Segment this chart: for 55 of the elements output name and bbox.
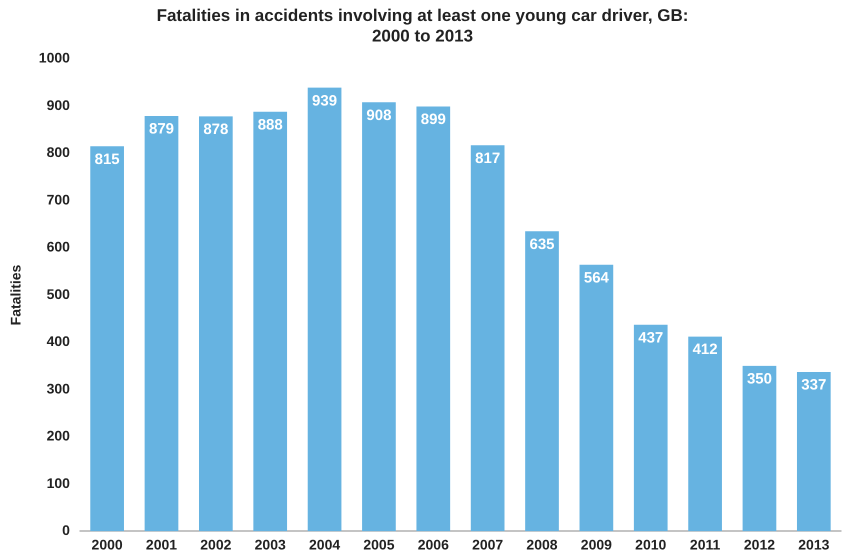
bar [580, 264, 614, 532]
bar [362, 102, 396, 532]
y-tick-label: 1000 [38, 50, 70, 66]
x-tick-label: 2009 [580, 536, 612, 552]
bar [308, 88, 342, 532]
data-label: 350 [746, 370, 772, 388]
bar [525, 231, 559, 532]
x-tick-label: 2006 [418, 536, 450, 552]
x-tick-label: 2003 [254, 536, 286, 552]
x-tick-label: 2002 [200, 536, 232, 552]
x-tick-label: 2013 [798, 536, 830, 552]
x-tick-label: 2000 [92, 536, 123, 552]
data-label: 888 [258, 116, 283, 134]
bar [688, 336, 722, 532]
y-tick-label: 800 [46, 144, 70, 160]
bar [742, 366, 776, 532]
x-tick-label: 2004 [308, 536, 340, 552]
x-tick-label: 2001 [146, 536, 178, 552]
data-label: 337 [801, 376, 826, 394]
y-tick-label: 300 [46, 380, 70, 396]
data-label: 879 [148, 120, 174, 138]
data-label: 437 [638, 329, 664, 346]
x-tick-label: 2008 [526, 536, 558, 552]
bar [796, 372, 831, 532]
bar [90, 146, 124, 532]
x-tick-label: 2010 [635, 536, 667, 552]
bar [470, 145, 505, 532]
data-label: 564 [584, 269, 610, 286]
y-axis-title: Fatalities [7, 264, 24, 326]
data-label: 817 [475, 150, 500, 167]
data-label: 815 [94, 150, 120, 168]
bar [416, 106, 450, 532]
x-tick-label: 2005 [363, 536, 395, 552]
bar [198, 116, 233, 532]
data-label: 939 [312, 92, 338, 110]
chart-title: Fatalities in accidents involving at least one young car driver, GB: 2000 to 2013 [156, 6, 688, 46]
data-label: 412 [692, 341, 718, 358]
y-tick-label: 200 [46, 428, 70, 444]
y-tick-label: 500 [46, 286, 70, 302]
data-label: 635 [530, 236, 555, 253]
data-label: 908 [366, 106, 392, 124]
x-tick-label: 2012 [744, 536, 776, 552]
y-tick-label: 900 [46, 96, 70, 113]
y-tick-label: 600 [46, 238, 70, 255]
y-tick-label: 400 [46, 333, 70, 350]
bar [253, 112, 288, 532]
x-tick-label: 2011 [690, 536, 720, 552]
y-tick-label: 100 [46, 474, 70, 491]
y-tick-label: 700 [46, 191, 70, 208]
data-label: 899 [420, 111, 446, 128]
data-label: 878 [203, 121, 228, 138]
bar [144, 116, 178, 532]
x-tick-label: 2007 [472, 536, 504, 552]
y-tick-label: 0 [62, 522, 70, 538]
bar [634, 324, 668, 532]
